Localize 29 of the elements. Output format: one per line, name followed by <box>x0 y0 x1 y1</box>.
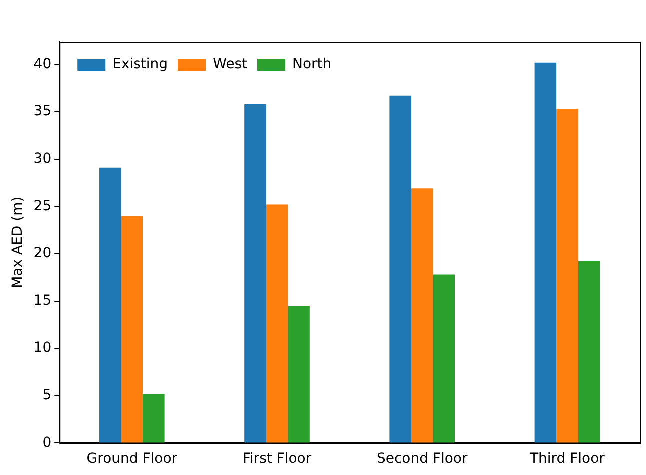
y-tick-label: 20 <box>34 246 52 262</box>
bar <box>100 168 122 443</box>
y-tick-label: 40 <box>34 56 52 72</box>
bar <box>244 104 266 443</box>
y-tick-label: 35 <box>34 104 52 120</box>
y-tick-label: 30 <box>34 150 52 167</box>
x-tick-label: Second Floor <box>376 451 468 468</box>
legend-label: North <box>292 56 332 73</box>
bar <box>411 188 434 443</box>
x-tick-label: Ground Floor <box>86 451 178 468</box>
bar <box>288 306 310 443</box>
bar <box>266 204 288 443</box>
y-tick-label: 15 <box>34 292 52 309</box>
y-tick-label: 10 <box>34 340 52 356</box>
y-axis-title: Max AED (m) <box>10 196 26 288</box>
x-tick-label: First Floor <box>242 451 312 468</box>
bar <box>143 394 165 443</box>
bar <box>433 274 455 443</box>
bar <box>578 262 600 443</box>
x-tick-label: Third Floor <box>528 451 606 468</box>
legend-label: West <box>213 56 248 73</box>
y-tick-label: 25 <box>34 198 52 214</box>
y-tick-label: 5 <box>42 388 52 404</box>
bar <box>556 109 578 443</box>
legend-label: Existing <box>112 56 168 73</box>
y-tick-label: 0 <box>42 434 52 451</box>
bar <box>390 96 412 443</box>
bar <box>534 62 557 443</box>
bar <box>121 216 144 443</box>
